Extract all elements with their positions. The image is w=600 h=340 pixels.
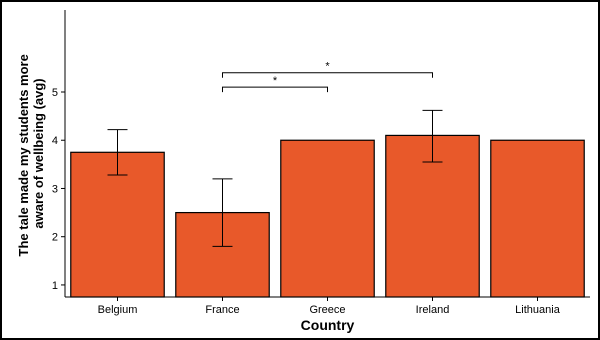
significance-line: [222, 86, 328, 93]
x-tick-label: Lithuania: [515, 304, 561, 316]
y-tick-label: 5: [52, 87, 58, 99]
y-tick-label: 1: [52, 280, 58, 292]
x-tick-label: Greece: [309, 304, 345, 316]
bar-greece: [280, 139, 375, 298]
x-tick-label: Ireland: [416, 304, 450, 316]
error-bar-belgium: [107, 129, 128, 176]
significance-bracket-1: *: [222, 75, 328, 93]
y-tick-label: 4: [52, 135, 58, 147]
significance-marker: *: [273, 75, 278, 87]
x-ticks-layer: Belgium France Greece Ireland Lithuania: [98, 297, 561, 316]
x-tick-label: Belgium: [98, 304, 138, 316]
bar-lithuania: [490, 139, 585, 298]
significance-marker: *: [325, 61, 330, 73]
x-axis-title: Country: [301, 317, 355, 333]
y-tick-label: 3: [52, 183, 58, 195]
y-tick-label: 2: [52, 232, 58, 244]
x-tick-label: France: [205, 304, 239, 316]
error-bar-france: [212, 178, 233, 247]
bars-layer: [70, 134, 585, 298]
y-axis-title: The tale made my students more aware of …: [16, 51, 46, 257]
y-axis-title-line-2: aware of wellbeing (avg): [31, 78, 46, 228]
significance-line: [222, 72, 433, 78]
significance-bracket-2: *: [222, 61, 433, 78]
significance-layer: **: [222, 61, 433, 93]
y-ticks-layer: 1 2 3 4 5: [52, 87, 65, 292]
error-bars-layer: [107, 109, 443, 247]
y-axis-title-line-1: The tale made my students more: [16, 54, 31, 256]
error-bar-ireland: [422, 109, 443, 163]
